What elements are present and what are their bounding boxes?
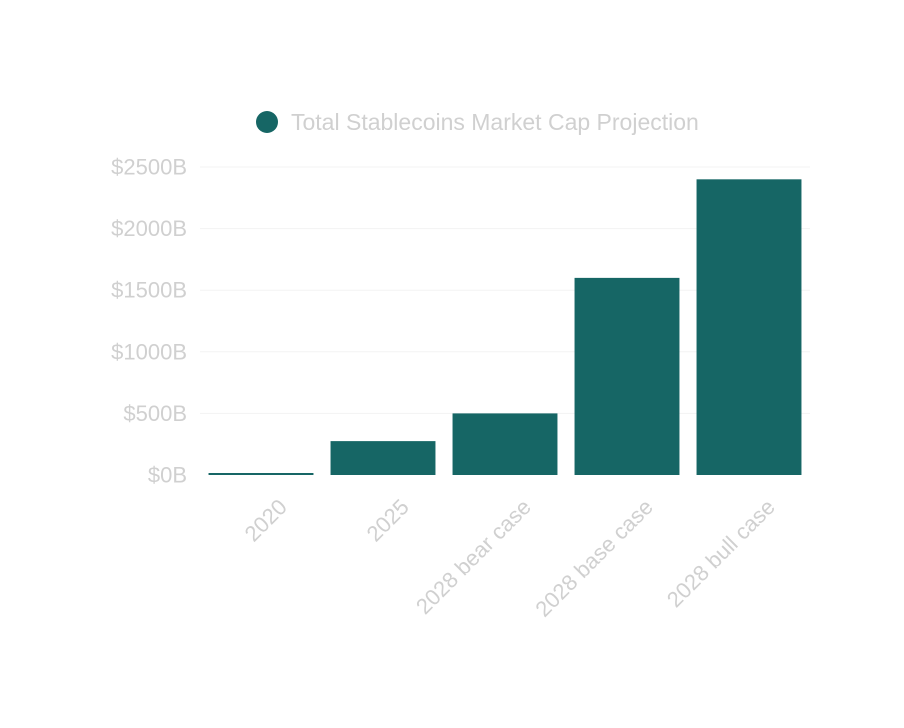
y-axis-ticks: $0B $500B $1000B $1500B $2000B $2500B bbox=[111, 155, 187, 488]
x-tick-label: 2028 bull case bbox=[662, 494, 780, 612]
legend-label: Total Stablecoins Market Cap Projection bbox=[291, 109, 699, 135]
y-tick-label: $1500B bbox=[111, 278, 187, 303]
x-tick-label: 2025 bbox=[362, 494, 414, 546]
x-tick-label: 2028 base case bbox=[530, 494, 658, 622]
y-tick-label: $1000B bbox=[111, 339, 187, 364]
bar bbox=[330, 441, 436, 475]
bar bbox=[574, 277, 680, 475]
x-tick-label: 2020 bbox=[240, 494, 292, 546]
bar bbox=[452, 413, 558, 475]
x-tick-label: 2028 bear case bbox=[411, 494, 536, 619]
bars bbox=[208, 179, 802, 475]
y-tick-label: $2500B bbox=[111, 155, 187, 180]
legend: Total Stablecoins Market Cap Projection bbox=[256, 109, 699, 135]
bar bbox=[696, 179, 802, 475]
bar bbox=[208, 473, 314, 475]
legend-swatch-icon bbox=[256, 111, 278, 133]
y-tick-label: $2000B bbox=[111, 216, 187, 241]
y-tick-label: $0B bbox=[148, 463, 187, 488]
y-tick-label: $500B bbox=[123, 401, 187, 426]
